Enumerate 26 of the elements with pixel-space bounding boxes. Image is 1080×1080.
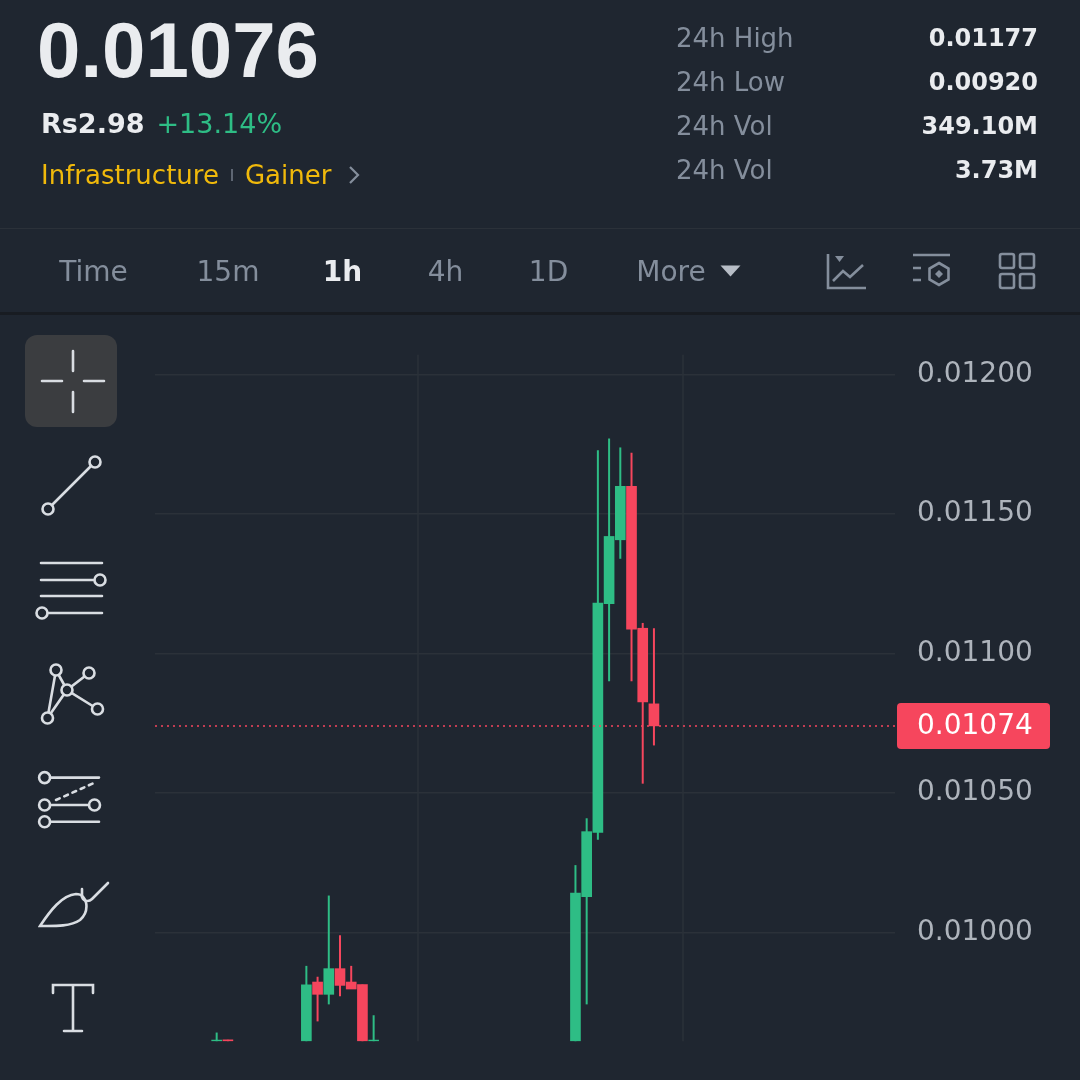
text: More: [636, 255, 706, 288]
y-tick-label: 0.01000: [917, 913, 1033, 947]
text: Infrastructure: [41, 160, 219, 190]
text: Time: [59, 255, 128, 288]
text: +13.14%: [156, 107, 283, 139]
text: 1h: [322, 255, 363, 288]
text: 24h Low: [676, 67, 786, 97]
text: 24h Vol: [676, 155, 773, 185]
text: 0.00920: [928, 68, 1038, 96]
chart-title: 0.01076: [37, 6, 319, 94]
y-tick-label: 0.01150: [917, 495, 1033, 529]
text: 1D: [528, 255, 569, 288]
text: 15m: [196, 255, 260, 288]
text: 3.73M: [954, 156, 1038, 184]
text: 24h Vol: [676, 111, 773, 141]
y-tick-label: 0.01050: [917, 774, 1033, 808]
text: Gainer: [244, 160, 332, 190]
text: 4h: [427, 255, 464, 288]
y-tick-label: 0.01100: [917, 634, 1033, 668]
text: 349.10M: [921, 112, 1038, 140]
ref-line-label: 0.01074: [917, 708, 1033, 742]
text: Rs2.98: [41, 107, 145, 139]
text: 0.01177: [928, 24, 1038, 52]
candlestick: [312, 975, 323, 1023]
y-tick-label: 0.01200: [917, 355, 1033, 389]
text: 24h High: [676, 23, 794, 53]
